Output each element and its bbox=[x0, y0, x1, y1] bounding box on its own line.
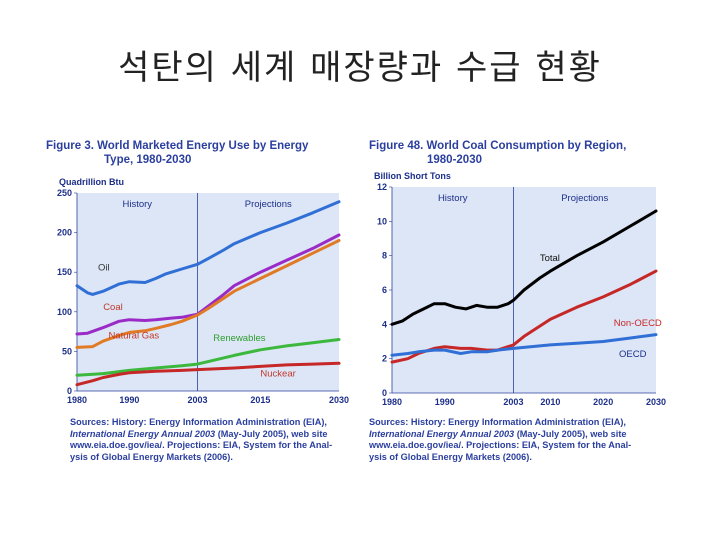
source-line: www.eia.doe.gov/iea/. Projections: EIA, … bbox=[369, 440, 632, 450]
y-tick-label: 6 bbox=[382, 285, 387, 295]
series-label-natural-gas: Natural Gas bbox=[108, 331, 159, 342]
source-line: ysis of Global Energy Markets (2006). bbox=[369, 451, 532, 462]
figure-48-title-line1: Figure 48. World Coal Consumption by Reg… bbox=[369, 140, 627, 152]
x-tick-label: 1990 bbox=[435, 397, 455, 407]
source-line: www.eia.doe.gov/iea/. Projections: EIA, … bbox=[70, 440, 333, 450]
series-label-coal: Coal bbox=[103, 302, 123, 313]
source-line: Sources: History: Energy Information Adm… bbox=[369, 417, 626, 427]
figure-3-title-line1: Figure 3. World Marketed Energy Use by E… bbox=[46, 140, 309, 152]
series-label-non-oecd: Non-OECD bbox=[614, 318, 662, 329]
series-label-oecd: OECD bbox=[619, 349, 647, 360]
y-tick-label: 50 bbox=[62, 346, 72, 356]
figure-48-source: Sources: History: Energy Information Adm… bbox=[369, 417, 671, 463]
y-tick-label: 8 bbox=[382, 251, 387, 261]
series-label-oil: Oil bbox=[98, 263, 110, 274]
x-tick-label: 2030 bbox=[329, 395, 349, 405]
figure-3-source: Sources: History: Energy Information Adm… bbox=[70, 417, 360, 463]
energy-use-chart: 0 50 100 150 200 250 1980 1990 2003 2015 2030 Quadr… bbox=[57, 177, 349, 405]
source-line: International Energy Annual 2003 (May-Ju… bbox=[70, 429, 360, 441]
series-line-nuckear bbox=[75, 361, 341, 387]
y-tick-label: 12 bbox=[377, 182, 387, 192]
x-tick-label: 1980 bbox=[67, 395, 87, 405]
history-label: History bbox=[438, 193, 468, 204]
coal-consumption-figure: Figure 48. World Coal Consumption by Reg… bbox=[365, 135, 675, 485]
source-text: (May-July 2005), web site bbox=[514, 428, 627, 439]
x-tick-label: 2003 bbox=[503, 397, 523, 407]
y-tick-label: 10 bbox=[377, 216, 387, 226]
series-label-renewables: Renewables bbox=[213, 333, 266, 344]
series-line-oil bbox=[75, 200, 341, 296]
series-line-coal bbox=[75, 233, 341, 336]
x-tick-label: 2015 bbox=[250, 395, 270, 405]
series-label-nuckear: Nuckear bbox=[260, 369, 295, 380]
source-line: ysis of Global Energy Markets (2006). bbox=[70, 451, 233, 462]
source-text: (May-July 2005), web site bbox=[215, 428, 328, 439]
series-line-renewables bbox=[75, 338, 341, 377]
figure-48-title: Figure 48. World Coal Consumption by Reg… bbox=[369, 139, 626, 167]
y-tick-label: 100 bbox=[57, 307, 72, 317]
figure-3-title: Figure 3. World Marketed Energy Use by E… bbox=[46, 139, 308, 167]
x-tick-label: 1980 bbox=[382, 397, 402, 407]
series-line-oecd bbox=[390, 333, 658, 357]
source-line: Sources: History: Energy Information Adm… bbox=[70, 417, 327, 427]
y-tick-label: 0 bbox=[382, 388, 387, 398]
projections-label: Projections bbox=[561, 193, 608, 204]
figure-3-title-line2: Type, 1980-2030 bbox=[104, 154, 192, 166]
energy-use-figure: Figure 3. World Marketed Energy Use by E… bbox=[40, 135, 352, 485]
x-tick-label: 2010 bbox=[540, 397, 560, 407]
y-tick-label: 0 bbox=[67, 386, 72, 396]
y-tick-label: 250 bbox=[57, 188, 72, 198]
series-line-total bbox=[390, 209, 658, 326]
source-publication: International Energy Annual 2003 bbox=[369, 428, 515, 439]
coal-consumption-chart: 0 2 4 6 8 10 12 1980 1990 2003 2010 2020 2030 Billion… bbox=[374, 171, 666, 407]
y-axis-unit: Quadrillion Btu bbox=[59, 177, 124, 187]
y-tick-label: 4 bbox=[382, 319, 387, 329]
slide-title: 석탄의 세계 매장량과 수급 현황 bbox=[118, 48, 602, 88]
series-label-total: Total bbox=[540, 253, 560, 264]
x-tick-label: 2003 bbox=[188, 395, 208, 405]
source-line: International Energy Annual 2003 (May-Ju… bbox=[369, 429, 671, 441]
y-tick-label: 150 bbox=[57, 267, 72, 277]
figure-48-title-line2: 1980-2030 bbox=[427, 154, 482, 166]
plot-area bbox=[77, 193, 339, 391]
x-tick-label: 1990 bbox=[119, 395, 139, 405]
x-tick-label: 2020 bbox=[593, 397, 613, 407]
projections-label: Projections bbox=[245, 199, 292, 210]
y-tick-label: 2 bbox=[382, 354, 387, 364]
y-axis-unit: Billion Short Tons bbox=[374, 171, 451, 181]
source-publication: International Energy Annual 2003 bbox=[70, 428, 216, 439]
x-tick-label: 2030 bbox=[646, 397, 666, 407]
series-line-natural-gas bbox=[75, 239, 341, 349]
y-tick-label: 200 bbox=[57, 228, 72, 238]
history-label: History bbox=[122, 199, 152, 210]
